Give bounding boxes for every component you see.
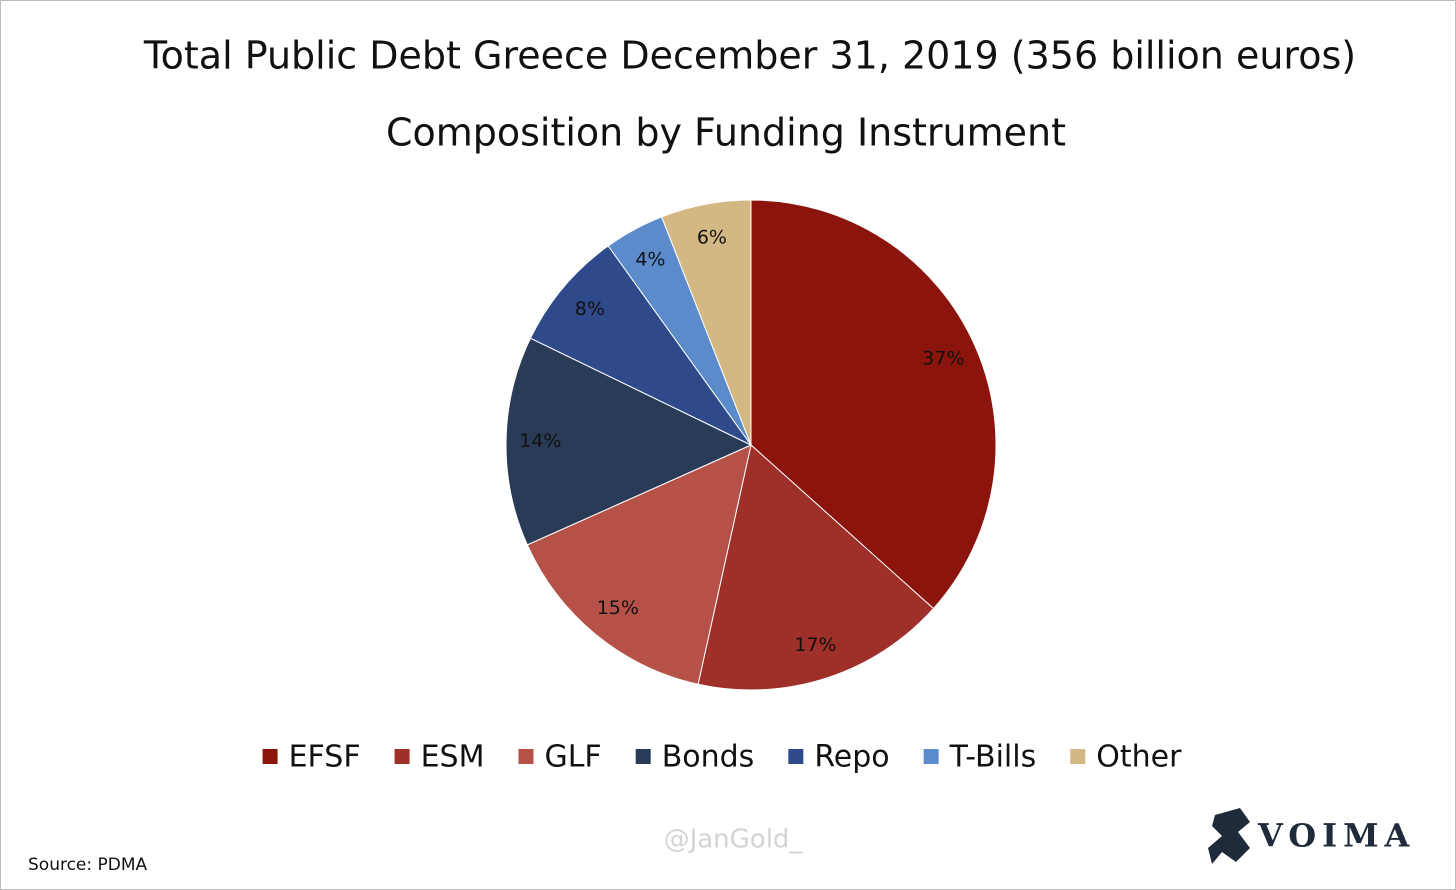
data-label: 17%: [794, 634, 836, 656]
legend-swatch: [788, 749, 804, 764]
data-label: 6%: [697, 226, 727, 248]
data-label: 8%: [575, 298, 605, 320]
legend-swatch: [394, 749, 410, 764]
data-label: 15%: [597, 597, 639, 619]
legend-swatch: [923, 749, 939, 764]
legend-swatch: [518, 749, 534, 764]
watermark: @JanGold_: [664, 825, 804, 855]
legend-swatch: [635, 749, 651, 764]
chart-subtitle: Composition by Funding Instrument: [386, 111, 1066, 155]
legend-label: T-Bills: [949, 740, 1037, 775]
data-label: 37%: [922, 348, 964, 370]
pie-slice: [750, 199, 997, 610]
chart-title: Total Public Debt Greece December 31, 20…: [143, 34, 1356, 78]
legend-label: GLF: [544, 740, 601, 775]
logo-icon: [1208, 808, 1250, 864]
legend-label: Bonds: [662, 740, 755, 775]
pie-slice: [661, 199, 752, 446]
pie-slice: [529, 245, 752, 446]
legend-label: Repo: [814, 740, 889, 775]
data-label: 4%: [635, 248, 665, 270]
legend-label: Other: [1096, 740, 1182, 775]
pie-slice: [505, 337, 753, 546]
legend-label: ESM: [421, 740, 485, 775]
source: Source: PDMA: [28, 855, 148, 875]
pie-slice: [526, 444, 752, 685]
legend-swatch: [1070, 749, 1086, 764]
legend-label: EFSF: [289, 740, 361, 775]
data-label: 14%: [519, 430, 561, 452]
pie-slice: [697, 444, 935, 691]
logo-text: VOIMA: [1257, 817, 1415, 855]
legend-swatch: [262, 749, 278, 764]
